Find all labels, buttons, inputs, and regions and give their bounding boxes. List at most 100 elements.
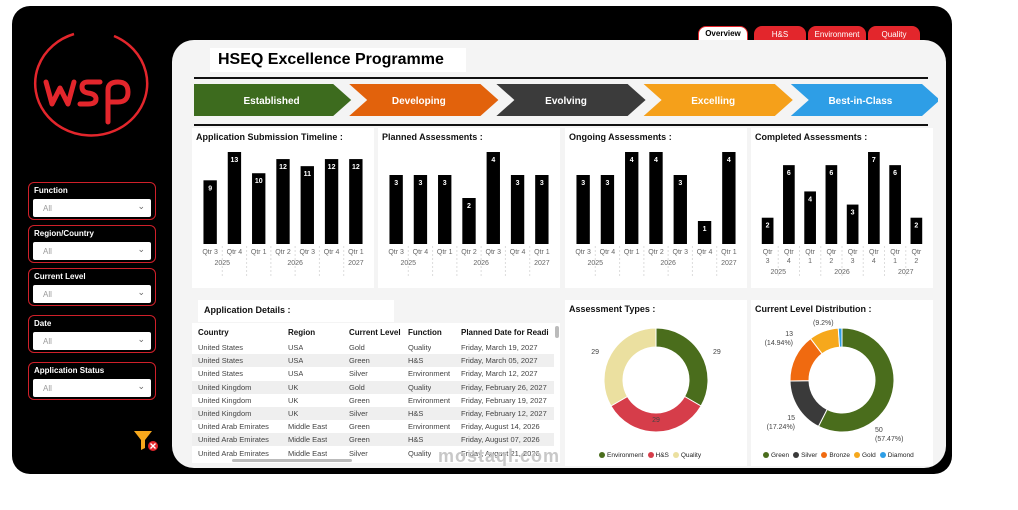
table-row[interactable]: United Arab Emirates Middle East Green Envi… (192, 420, 554, 434)
bar (910, 217, 923, 244)
chevron-down-icon: ⌄ (137, 201, 145, 211)
bar (462, 198, 476, 244)
bar (804, 191, 816, 244)
table-row[interactable]: United Kingdom UK Gold Quality Friday, Febru… (192, 380, 554, 394)
bar (625, 152, 639, 244)
year-label: 2027 (534, 260, 550, 267)
filter-dropdown[interactable]: All ⌄ (33, 379, 151, 397)
bar (438, 175, 452, 244)
legend-swatch (599, 452, 605, 458)
data-label: 6 (787, 170, 791, 177)
main-panel: HSEQ Excellence Programme Established Dev… (172, 40, 946, 468)
filter-region-country[interactable]: Region/Country All ⌄ (28, 225, 156, 263)
chart-title: Current Level Distribution : (755, 304, 872, 314)
filter-dropdown[interactable]: All ⌄ (33, 332, 151, 350)
table-row[interactable]: United Kingdom UK Green Environment Friday, … (192, 393, 554, 407)
chart-title: Ongoing Assessments : (569, 132, 672, 142)
tick-label: Qtr 4 (413, 249, 429, 256)
data-label: 3 (851, 210, 855, 217)
horizontal-scrollbar[interactable] (232, 459, 352, 462)
wsp-logo (33, 32, 149, 137)
table-row[interactable]: United Arab Emirates Middle East Silver Qua… (192, 446, 554, 460)
bar (227, 152, 242, 244)
table-row[interactable]: United Arab Emirates Middle East Green H&S F… (192, 433, 554, 447)
clear-filters-icon[interactable] (132, 429, 160, 453)
tick-label: Qtr 3 (486, 249, 502, 256)
table-header: Country Region Current Level Function Planne… (192, 326, 554, 339)
donut-slice (837, 327, 843, 348)
table-cell: Friday, March 05, 2027 (461, 356, 538, 366)
filter-current-level[interactable]: Current Level All ⌄ (28, 268, 156, 306)
year-label: 2025 (587, 260, 603, 267)
tab-hs[interactable]: H&S (754, 26, 806, 42)
table-cell: Gold (349, 382, 365, 392)
table-row[interactable]: United States USA Silver Environment Friday,… (192, 367, 554, 381)
data-label: 4 (654, 157, 658, 164)
column-header[interactable]: Country (198, 328, 229, 337)
application-details-table[interactable]: Country Region Current Level Function Planne… (192, 323, 560, 463)
data-label: 11 (304, 171, 312, 178)
tab-quality[interactable]: Quality (868, 26, 920, 42)
filter-label: Date (34, 319, 52, 328)
donut-slice (655, 327, 709, 407)
filter-dropdown[interactable]: All ⌄ (33, 199, 151, 217)
filter-value: All (43, 247, 52, 256)
slice-label: 29 (591, 349, 599, 356)
filter-application-status[interactable]: Application Status All ⌄ (28, 362, 156, 400)
bar (722, 152, 736, 244)
table-row[interactable]: United States USA Green H&S Friday, March 05… (192, 354, 554, 368)
data-label: 4 (727, 157, 731, 164)
legend-swatch (672, 452, 679, 458)
bar (252, 173, 266, 244)
tick-label: Qtr (848, 249, 858, 256)
column-header[interactable]: Current Level (349, 328, 401, 337)
vertical-scrollbar[interactable] (555, 326, 559, 338)
data-label: 2 (914, 223, 918, 230)
level-label: Excelling (691, 96, 735, 107)
table-cell: Gold (349, 343, 365, 352)
table-cell: Green (349, 356, 370, 366)
data-label: 6 (893, 170, 897, 177)
table-row[interactable]: United Kingdom UK Silver H&S Friday, Februar… (192, 407, 554, 420)
bar-chart-completed: 2 Qtr 3 6 Qtr 4 4 Qtr 1 6 Qtr 2 3 Qtr 3 7 Qtr 4 6 Qtr 1 2 Qtr 2… (761, 152, 923, 278)
bar (649, 152, 663, 244)
table-cell: Middle East (288, 422, 328, 432)
legend-item: Bronze (817, 452, 850, 459)
data-label: 3 (394, 180, 398, 187)
tick-label: Qtr (890, 249, 900, 256)
data-label: 2 (766, 223, 770, 230)
tick-label: 3 (851, 258, 855, 265)
column-header[interactable]: Function (408, 328, 442, 337)
column-header[interactable]: Planned Date for Readi (461, 328, 549, 337)
legend-item: Gold (850, 452, 876, 459)
filter-label: Function (34, 186, 68, 195)
legend-item: Silver (789, 452, 817, 459)
data-label: 4 (630, 157, 634, 164)
card-completed-assessments: Completed Assessments : 2 Qtr 3 6 Qtr 4 4 Qtr 1 6… (751, 128, 933, 288)
filter-dropdown[interactable]: All ⌄ (33, 285, 151, 303)
tick-label: Qtr 4 (510, 249, 526, 256)
filter-date[interactable]: Date All ⌄ (28, 315, 156, 353)
filter-dropdown[interactable]: All ⌄ (33, 242, 151, 260)
divider-bottom (194, 124, 928, 126)
bar (889, 165, 901, 244)
bar (846, 204, 859, 244)
data-label: 4 (808, 196, 812, 203)
tab-environment[interactable]: Environment (808, 26, 866, 42)
data-label: 1 (703, 226, 707, 233)
card-planned-assessments: Planned Assessments : 3 Qtr 3 3 Qtr 4 3 Qtr 1… (378, 128, 560, 288)
column-header[interactable]: Region (288, 328, 316, 337)
card-ongoing-assessments: Ongoing Assessments : 3 Qtr 3 3 Qtr 4 4 Qtr 1… (565, 128, 747, 288)
chevron-down-icon: ⌄ (137, 334, 145, 344)
table-row[interactable]: United States USA Gold Quality Friday, March… (192, 341, 554, 354)
filter-function[interactable]: Function All ⌄ (28, 182, 156, 220)
table-cell: United Kingdom (198, 395, 252, 405)
chart-title: Application Submission Timeline : (196, 132, 343, 142)
table-cell: Friday, February 19, 2027 (461, 395, 547, 405)
bar (510, 175, 525, 244)
level-label: Established (244, 96, 300, 107)
slice-label: 8 (813, 316, 817, 318)
chart-title: Completed Assessments : (755, 132, 868, 142)
bar (300, 166, 314, 244)
tick-label: 4 (872, 258, 876, 265)
